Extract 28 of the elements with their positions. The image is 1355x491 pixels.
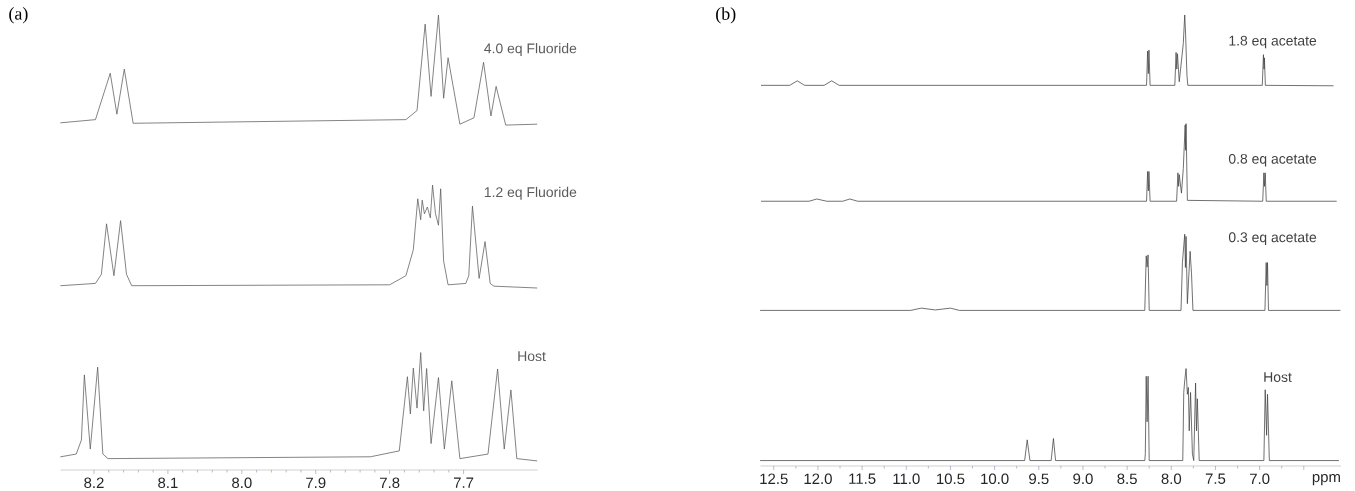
series-label: 0.3 eq acetate: [1228, 232, 1317, 245]
x-tick-label: 7.7: [453, 477, 474, 488]
x-tick-label: 8.0: [232, 477, 252, 488]
series-label: Host: [518, 351, 546, 361]
x-axis-title: ppm: [1312, 473, 1340, 485]
x-tick-label: 7.5: [1205, 473, 1226, 484]
x-tick-label: 9.0: [1073, 473, 1093, 484]
x-tick-label: 7.8: [380, 477, 400, 488]
x-tick-label: 8.5: [1117, 473, 1137, 484]
x-tick-label: 8.1: [158, 477, 178, 488]
x-tick-label: 10.0: [981, 473, 1009, 484]
x-tick-label: 10.5: [937, 473, 965, 484]
chart-title: (a): [9, 6, 28, 24]
x-tick-label: 7.9: [306, 477, 326, 488]
series-label: 1.8 eq acetate: [1229, 35, 1317, 49]
x-tick-label: 7.0: [1250, 473, 1270, 484]
series-label: 1.2 eq Fluoride: [484, 186, 577, 200]
x-tick-label: 8.0: [1161, 473, 1182, 484]
series-label: 4.0 eq Fluoride: [484, 42, 577, 56]
x-tick-label: 11.5: [849, 473, 876, 484]
series-label: Host: [1264, 372, 1292, 382]
series-label: 0.8 eq acetate: [1228, 153, 1317, 167]
x-tick-label: 9.5: [1029, 473, 1049, 484]
x-tick-label: 12.5: [760, 473, 788, 484]
chart-title: (b): [716, 7, 736, 24]
x-tick-label: 8.2: [84, 477, 104, 488]
x-tick-label: 11.0: [893, 473, 920, 484]
x-tick-label: 12.0: [804, 473, 832, 484]
